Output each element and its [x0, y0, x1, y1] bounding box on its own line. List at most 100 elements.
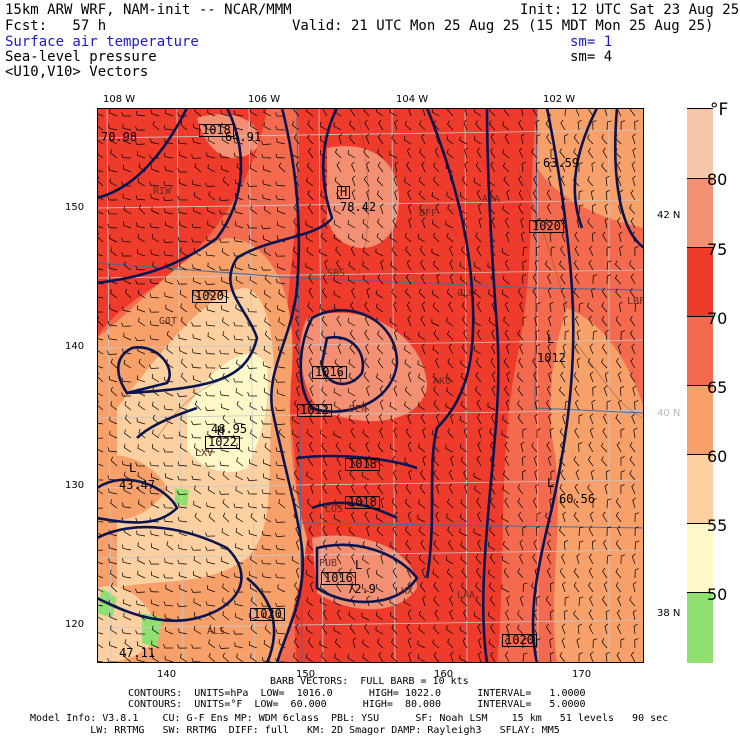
wind-barb	[573, 568, 580, 579]
wind-barb	[135, 279, 146, 285]
wind-barb	[163, 376, 174, 383]
wind-barb	[138, 401, 146, 411]
wind-barb	[263, 289, 272, 299]
wind-barb	[532, 108, 538, 117]
wind-barb	[263, 345, 272, 355]
wind-barb	[278, 428, 286, 439]
wind-barb	[135, 629, 146, 635]
colorbar-swatch	[687, 316, 713, 385]
wind-barb	[137, 249, 146, 257]
wind-barb	[122, 544, 132, 551]
wind-barb	[632, 609, 637, 621]
wind-barb	[337, 343, 342, 355]
colorbar-level: 50	[707, 585, 728, 604]
wind-barb	[447, 638, 454, 649]
footer-contours-temp: CONTOURS: UNITS=°F LOW= 60.000 HIGH= 80.…	[128, 699, 586, 710]
wind-barb	[350, 427, 356, 439]
wind-barb	[263, 374, 272, 383]
wind-barb	[616, 623, 622, 635]
wind-barb	[362, 261, 370, 271]
wind-barb	[634, 540, 640, 551]
wind-barb	[348, 261, 356, 271]
wind-barb	[407, 189, 412, 201]
wind-barb	[263, 108, 272, 117]
wind-barb	[191, 644, 202, 649]
wind-barb	[463, 217, 468, 229]
wind-barb	[634, 526, 640, 537]
wind-barb	[320, 191, 328, 201]
wind-barb	[336, 553, 342, 565]
wind-barb	[336, 525, 342, 537]
wind-barb	[589, 343, 594, 355]
wind-barb	[178, 544, 188, 551]
wind-barb	[236, 457, 244, 467]
wind-barb	[247, 335, 258, 341]
wind-barb	[617, 371, 622, 383]
wind-barb	[166, 345, 174, 355]
wind-barb	[420, 539, 426, 551]
colorbar-swatch	[687, 247, 713, 316]
wind-barb	[176, 490, 188, 495]
wind-barb	[517, 610, 524, 621]
wind-barb	[521, 161, 526, 173]
wind-barb	[233, 419, 244, 425]
wind-barb	[347, 318, 356, 327]
wind-barb	[109, 430, 118, 439]
wind-barb	[534, 259, 539, 271]
wind-barb	[617, 175, 622, 187]
wind-barb	[518, 189, 524, 201]
wind-barb	[505, 343, 510, 355]
wind-barb	[305, 569, 314, 579]
wind-barb	[602, 539, 608, 551]
wind-barb	[606, 554, 612, 565]
wind-barb	[249, 459, 258, 467]
wind-barb	[616, 651, 622, 663]
colorbar-swatch	[687, 523, 713, 592]
wind-barb	[366, 525, 371, 537]
wind-barb	[634, 120, 639, 131]
wind-barb	[362, 429, 370, 439]
wind-barb	[109, 416, 118, 425]
wind-barb	[406, 161, 412, 173]
wind-barb	[275, 573, 286, 579]
wind-barb	[152, 261, 160, 271]
wind-barb	[249, 613, 258, 621]
wind-barb	[605, 469, 610, 481]
wind-barb	[463, 609, 468, 621]
wind-barb	[336, 581, 342, 593]
wind-barb	[208, 652, 216, 663]
wind-barb	[546, 385, 552, 397]
wind-barb	[361, 471, 370, 481]
wind-barb	[233, 138, 244, 145]
wind-barb	[461, 176, 468, 187]
wind-barb	[151, 640, 160, 649]
wind-barb	[164, 292, 174, 299]
wind-barb	[563, 315, 568, 327]
wind-barb	[261, 559, 272, 565]
wind-barb	[191, 223, 202, 229]
wind-barb	[589, 511, 594, 523]
wind-barb	[544, 218, 552, 229]
temperature-contours	[156, 108, 644, 439]
wind-barb	[123, 332, 132, 341]
wind-barb	[333, 206, 342, 215]
wind-barb	[121, 252, 131, 257]
wind-barb	[576, 553, 581, 565]
wind-barb	[405, 484, 412, 495]
wind-barb	[138, 428, 146, 439]
wind-barb	[109, 612, 118, 621]
wind-barb	[137, 472, 146, 481]
wind-barb	[264, 302, 272, 313]
wind-barb	[604, 217, 609, 229]
wind-barb	[573, 372, 580, 383]
wind-barb	[406, 301, 412, 313]
wind-barb	[220, 627, 230, 635]
wind-barb	[588, 259, 594, 271]
wind-barb	[573, 498, 580, 509]
wind-barb	[547, 315, 552, 327]
wind-barb	[417, 401, 426, 411]
wind-barb	[193, 571, 202, 579]
smoothing-2: sm= 4	[570, 49, 613, 65]
wind-barb	[165, 584, 174, 593]
wind-barb	[333, 430, 342, 439]
